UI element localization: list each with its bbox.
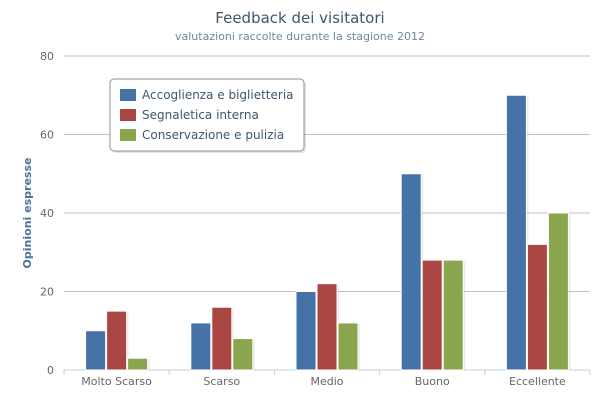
bar-2-2 [211, 306, 233, 371]
y-tick-label: 60 [40, 129, 54, 142]
y-tick-label: 80 [40, 50, 54, 63]
y-tick-label: 20 [40, 286, 54, 299]
bar-2-4 [421, 259, 443, 371]
bar-1-3 [295, 291, 317, 371]
bar-2-1 [106, 310, 128, 371]
x-tick-label: Eccellente [509, 375, 566, 388]
x-tick-label: Medio [310, 375, 343, 388]
chart-title: Feedback dei visitatori [215, 9, 385, 27]
x-tick-label: Buono [415, 375, 450, 388]
legend-swatch [120, 89, 136, 101]
bar-3-2 [232, 338, 254, 371]
bar-3-5 [547, 212, 569, 371]
bar-3-4 [442, 259, 464, 371]
legend-box [109, 78, 305, 152]
chart-subtitle: valutazioni raccolte durante la stagione… [175, 30, 425, 43]
bar-1-1 [85, 330, 107, 371]
y-axis-title: Opinioni espresse [21, 158, 34, 269]
bar-1-4 [400, 173, 422, 371]
bar-2-5 [526, 243, 548, 371]
legend-item-label: Segnaletica interna [142, 108, 259, 122]
bar-1-2 [190, 322, 212, 371]
legend-item-label: Accoglienza e biglietteria [142, 88, 294, 102]
bar-2-3 [316, 283, 338, 371]
bar-1-5 [505, 94, 527, 371]
y-tick-label: 40 [40, 207, 54, 220]
legend-item-label: Conservazione e pulizia [142, 128, 284, 142]
bar-3-3 [337, 322, 359, 371]
x-tick-label: Scarso [203, 375, 240, 388]
legend-swatch [120, 129, 136, 141]
x-tick-label: Molto Scarso [81, 375, 152, 388]
bar-3-1 [127, 357, 149, 371]
y-tick-label: 0 [47, 364, 54, 377]
legend-swatch [120, 109, 136, 121]
